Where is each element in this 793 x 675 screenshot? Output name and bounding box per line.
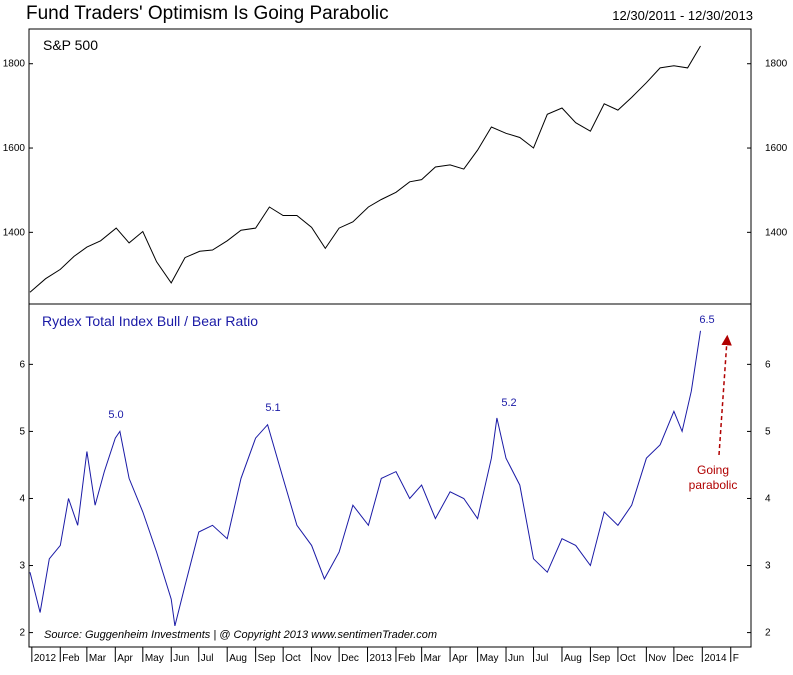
month-tick-label: May xyxy=(480,653,499,664)
month-tick-label: Jul xyxy=(201,653,214,664)
month-tick-label: 2013 xyxy=(370,653,393,664)
date-range: 12/30/2011 - 12/30/2013 xyxy=(612,8,753,23)
ratio-left-tick-label: 2 xyxy=(19,628,25,639)
ratio-series-line xyxy=(29,330,701,627)
month-tick-label: Mar xyxy=(424,653,442,664)
annotation-parabolic: parabolic xyxy=(689,478,738,492)
month-tick-label: Nov xyxy=(314,653,332,664)
month-tick-label: Dec xyxy=(341,653,359,664)
ratio-panel-title: Rydex Total Index Bull / Bear Ratio xyxy=(42,313,258,329)
sp500-right-axis: 1400 1600 1800 xyxy=(747,59,788,238)
sp500-right-tick-label: 1600 xyxy=(765,143,788,154)
month-tick-label: Oct xyxy=(620,653,636,664)
ratio-left-axis: 2 3 4 5 6 xyxy=(19,359,33,639)
sp500-left-tick-label: 1600 xyxy=(3,143,26,154)
peak-label-2012-sep: 5.1 xyxy=(265,402,280,414)
sp500-right-tick-label: 1400 xyxy=(765,227,788,238)
source-credit: Source: Guggenheim Investments | @ Copyr… xyxy=(44,629,437,641)
sp500-series-line xyxy=(29,45,701,293)
month-tick-label: Jun xyxy=(173,653,189,664)
ratio-left-tick-label: 6 xyxy=(19,359,25,370)
sp500-left-tick-label: 1400 xyxy=(3,227,26,238)
month-tick-label: Mar xyxy=(89,653,107,664)
ratio-right-tick-label: 6 xyxy=(765,359,771,370)
month-tick-label: Sep xyxy=(258,653,276,664)
month-tick-label: Oct xyxy=(285,653,301,664)
month-tick-label: Apr xyxy=(117,653,133,664)
sp500-panel-title: S&P 500 xyxy=(43,37,98,53)
month-tick-label: Jul xyxy=(536,653,549,664)
parabolic-arrow xyxy=(718,334,732,456)
month-tick-label: Feb xyxy=(398,653,416,664)
ratio-left-tick-label: 5 xyxy=(19,426,25,437)
ratio-left-tick-label: 4 xyxy=(19,493,25,504)
sp500-left-axis: 1400 1600 1800 xyxy=(3,59,33,238)
ratio-right-tick-label: 4 xyxy=(765,493,771,504)
ratio-left-tick-label: 3 xyxy=(19,561,25,572)
month-tick-label: Aug xyxy=(564,653,582,664)
month-tick-label: May xyxy=(145,653,164,664)
month-tick-label: 2012 xyxy=(34,653,57,664)
ratio-right-axis: 2 3 4 5 6 xyxy=(747,359,771,639)
month-tick-label: Dec xyxy=(676,653,694,664)
month-tick-label: F xyxy=(733,653,739,664)
peak-label-2013-dec: 6.5 xyxy=(699,314,714,326)
month-tick-label: Feb xyxy=(62,653,80,664)
sp500-left-tick-label: 1800 xyxy=(3,59,26,70)
month-tick-label: Nov xyxy=(648,653,666,664)
peak-label-2013-may: 5.2 xyxy=(501,397,516,409)
month-axis: 2012 Feb Mar Apr May Jun Jul Aug Sep Oct Nov Dec 201… xyxy=(31,647,739,664)
peak-label-2012-apr: 5.0 xyxy=(108,409,123,421)
month-tick-label: Apr xyxy=(452,653,468,664)
annotation-going: Going xyxy=(697,463,729,477)
ratio-right-tick-label: 3 xyxy=(765,561,771,572)
month-tick-label: Jun xyxy=(508,653,524,664)
ratio-right-tick-label: 2 xyxy=(765,628,771,639)
page-title: Fund Traders' Optimism Is Going Paraboli… xyxy=(26,3,389,24)
month-tick-label: Sep xyxy=(592,653,610,664)
sp500-right-tick-label: 1800 xyxy=(765,59,788,70)
chart-frame xyxy=(28,28,752,648)
month-tick-label: 2014 xyxy=(704,653,727,664)
ratio-right-tick-label: 5 xyxy=(765,426,771,437)
month-tick-label: Aug xyxy=(229,653,247,664)
